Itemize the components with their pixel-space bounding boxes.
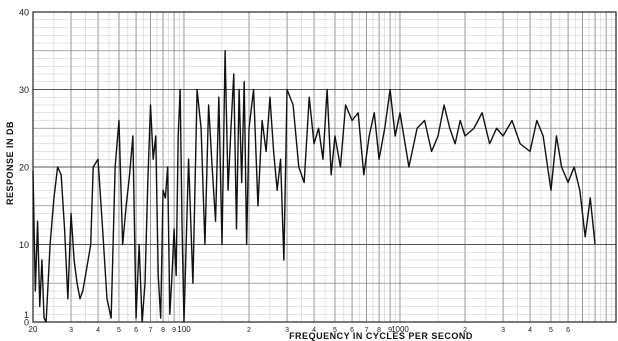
x-tick-label: 6: [134, 327, 138, 334]
x-tick-label: 3: [501, 327, 505, 334]
x-tick-label: 2: [247, 327, 251, 334]
y-tick-label: 1: [24, 310, 29, 320]
y-tick-labels: 01 10 20 30 40: [19, 8, 29, 328]
x-tick-label: 5: [333, 327, 337, 334]
x-tick-label: 6: [350, 327, 354, 334]
x-tick-label: 100: [177, 325, 191, 334]
x-axis-title: FREQUENCY IN CYCLES PER SECOND: [289, 331, 473, 341]
x-tick-label: 9: [388, 327, 392, 334]
plot-frame: [32, 11, 617, 323]
y-tick-label: 30: [19, 85, 29, 95]
y-tick-label: 10: [19, 240, 29, 250]
series-line-0: [32, 50, 596, 323]
x-tick-label: 8: [161, 327, 165, 334]
x-tick-label: 7: [149, 327, 153, 334]
x-tick-label: 3: [69, 327, 73, 334]
y-tick-label: 0: [24, 318, 29, 328]
x-tick-labels: 20 3 4 5 6 7 8 9 100 2 3 4 5 6 7 8 9 1000 2 3 4 5 6: [29, 325, 571, 334]
x-tick-label: 4: [312, 327, 316, 334]
x-tick-label: 3: [285, 327, 289, 334]
graph-paper-grid: [32, 11, 617, 323]
response-series: [32, 50, 596, 323]
x-tick-label: 7: [365, 327, 369, 334]
x-tick-label: 2: [463, 327, 467, 334]
x-tick-label: 6: [566, 327, 570, 334]
plot-border: [32, 11, 617, 323]
x-tick-label: 5: [549, 327, 553, 334]
x-tick-label: 4: [96, 327, 100, 334]
x-tick-label: 1000: [391, 325, 409, 334]
x-tick-label: 4: [528, 327, 532, 334]
y-tick-label: 20: [19, 163, 29, 173]
x-tick-label: 9: [172, 327, 176, 334]
y-axis-title: RESPONSE IN DB: [5, 121, 15, 205]
x-tick-label: 5: [117, 327, 121, 334]
x-tick-label: 8: [377, 327, 381, 334]
y-tick-label: 40: [19, 8, 29, 18]
x-tick-label: 20: [29, 325, 38, 334]
